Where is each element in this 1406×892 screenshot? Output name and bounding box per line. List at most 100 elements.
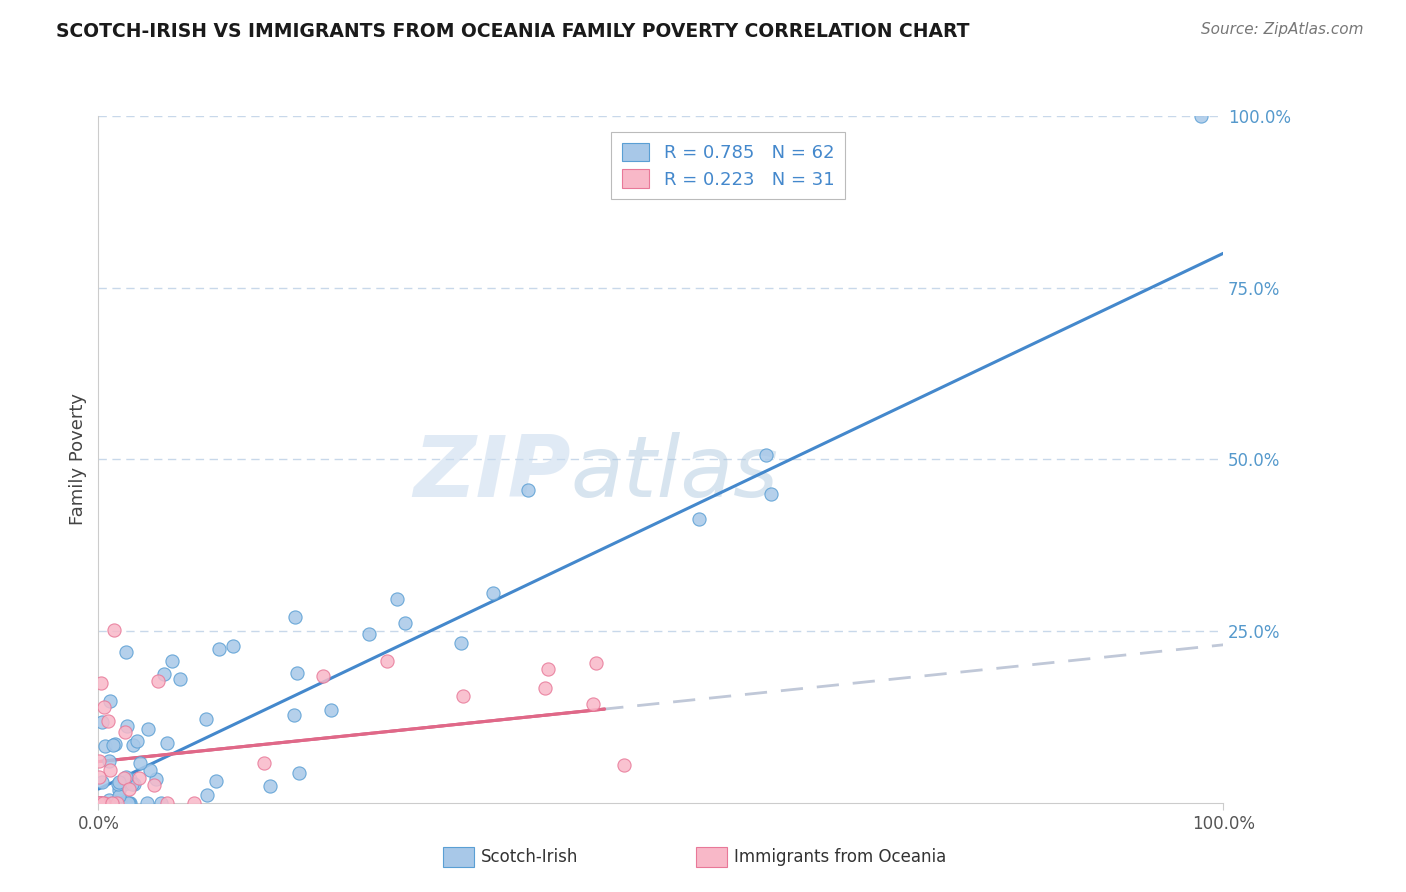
- Point: [285, 665, 308, 680]
- Point: [312, 669, 335, 683]
- Point: [287, 766, 309, 780]
- Point: [169, 672, 191, 686]
- Point: [148, 673, 170, 688]
- Point: [101, 738, 124, 752]
- Point: [107, 777, 129, 791]
- Point: [108, 793, 131, 807]
- Legend: R = 0.785   N = 62, R = 0.223   N = 31: R = 0.785 N = 62, R = 0.223 N = 31: [612, 132, 845, 200]
- Point: [118, 796, 141, 810]
- Point: [118, 796, 141, 810]
- Point: [89, 796, 111, 810]
- Point: [208, 642, 231, 657]
- Point: [153, 666, 176, 681]
- Point: [90, 676, 112, 690]
- Point: [195, 713, 218, 727]
- Point: [103, 623, 125, 637]
- Point: [108, 782, 131, 797]
- Point: [143, 778, 166, 792]
- Point: [97, 754, 120, 768]
- Point: [204, 773, 226, 788]
- Point: [357, 626, 380, 640]
- Point: [115, 719, 138, 733]
- Point: [89, 796, 111, 810]
- Point: [97, 714, 120, 729]
- Point: [90, 796, 112, 810]
- Point: [755, 448, 778, 462]
- Point: [105, 796, 128, 810]
- Point: [183, 796, 205, 810]
- Point: [114, 724, 136, 739]
- Point: [122, 777, 145, 791]
- Point: [1189, 109, 1212, 123]
- Point: [253, 756, 276, 770]
- Point: [155, 736, 177, 750]
- Y-axis label: Family Poverty: Family Poverty: [69, 393, 87, 525]
- Point: [101, 796, 124, 810]
- Point: [135, 796, 157, 810]
- Text: Source: ZipAtlas.com: Source: ZipAtlas.com: [1201, 22, 1364, 37]
- Point: [761, 486, 783, 500]
- Point: [451, 689, 474, 703]
- Point: [688, 512, 710, 526]
- Point: [534, 681, 557, 696]
- Point: [114, 796, 136, 810]
- Text: Immigrants from Oceania: Immigrants from Oceania: [734, 848, 946, 866]
- Point: [319, 702, 342, 716]
- Point: [122, 738, 145, 752]
- Text: ZIP: ZIP: [413, 432, 571, 515]
- Point: [93, 699, 115, 714]
- Point: [375, 654, 398, 668]
- Point: [118, 772, 141, 787]
- Point: [149, 796, 172, 810]
- Point: [117, 796, 139, 810]
- Point: [90, 714, 112, 729]
- Text: Scotch-Irish: Scotch-Irish: [481, 848, 578, 866]
- Point: [128, 772, 150, 786]
- Point: [89, 796, 111, 810]
- Point: [138, 763, 160, 777]
- Point: [112, 771, 135, 785]
- Point: [89, 796, 111, 810]
- Point: [481, 585, 503, 599]
- Point: [94, 739, 117, 753]
- Point: [98, 763, 121, 777]
- Point: [613, 758, 636, 772]
- Point: [195, 789, 218, 803]
- Point: [114, 770, 136, 784]
- Point: [156, 796, 179, 810]
- Point: [387, 591, 409, 606]
- Point: [101, 796, 124, 810]
- Point: [87, 755, 110, 769]
- Point: [259, 779, 281, 793]
- Point: [112, 777, 135, 791]
- Point: [517, 483, 540, 497]
- Point: [160, 654, 183, 668]
- Point: [115, 645, 138, 659]
- Point: [91, 796, 114, 810]
- Point: [98, 694, 121, 708]
- Point: [98, 793, 121, 807]
- Point: [104, 737, 127, 751]
- Point: [103, 796, 125, 810]
- Point: [125, 733, 148, 747]
- Point: [121, 777, 143, 791]
- Point: [284, 610, 307, 624]
- Text: SCOTCH-IRISH VS IMMIGRANTS FROM OCEANIA FAMILY POVERTY CORRELATION CHART: SCOTCH-IRISH VS IMMIGRANTS FROM OCEANIA …: [56, 22, 970, 41]
- Point: [394, 615, 416, 630]
- Point: [145, 772, 167, 786]
- Point: [117, 781, 139, 796]
- Point: [537, 662, 560, 676]
- Point: [136, 723, 159, 737]
- Point: [222, 639, 245, 653]
- Point: [450, 635, 472, 649]
- Point: [582, 697, 605, 711]
- Point: [108, 775, 131, 789]
- Point: [108, 789, 131, 803]
- Text: atlas: atlas: [571, 432, 779, 515]
- Point: [585, 656, 607, 670]
- Point: [91, 774, 114, 789]
- Point: [87, 770, 110, 784]
- Point: [128, 756, 150, 771]
- Point: [283, 707, 305, 722]
- Point: [93, 796, 115, 810]
